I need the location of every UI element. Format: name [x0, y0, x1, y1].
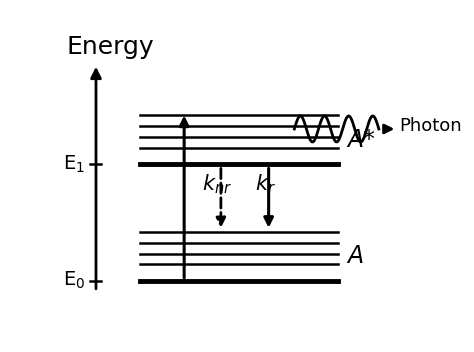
- Text: A*: A*: [347, 128, 375, 152]
- Text: Photon: Photon: [399, 117, 462, 135]
- Text: $k_r$: $k_r$: [255, 173, 275, 196]
- Text: A: A: [347, 244, 364, 268]
- Text: $k_{nr}$: $k_{nr}$: [202, 173, 232, 196]
- Text: E$_1$: E$_1$: [63, 153, 85, 175]
- Text: E$_0$: E$_0$: [63, 270, 85, 291]
- Text: Energy: Energy: [66, 34, 154, 58]
